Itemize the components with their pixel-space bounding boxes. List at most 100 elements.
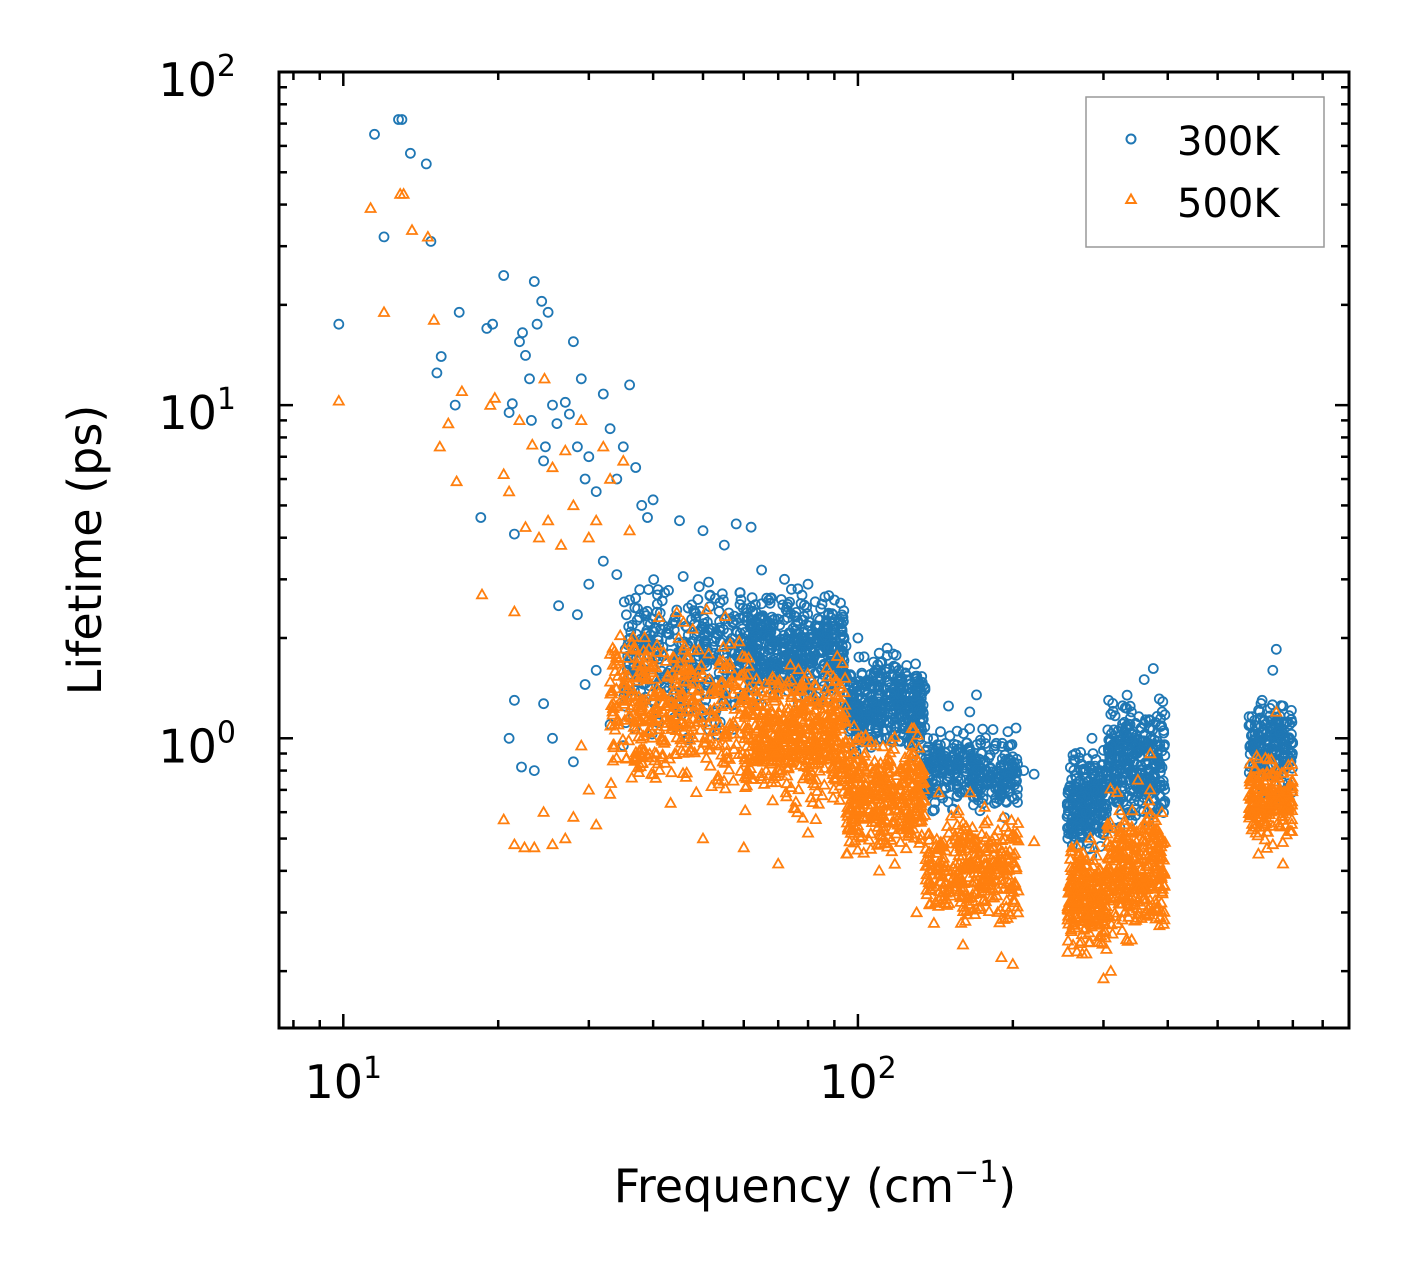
data-point-300k <box>663 585 674 596</box>
data-point-300k <box>993 785 1004 796</box>
data-point-500k <box>1243 771 1257 784</box>
data-point-500k <box>488 391 502 403</box>
data-point-500k <box>855 787 869 800</box>
data-point-300k <box>971 782 982 794</box>
data-point-500k <box>781 675 795 687</box>
data-point-500k <box>808 703 822 715</box>
data-point-300k <box>547 399 558 411</box>
data-point-500k <box>675 686 689 699</box>
data-point-500k <box>818 681 832 694</box>
axis-ticks <box>279 72 1351 1028</box>
data-point-500k <box>979 857 993 870</box>
data-point-500k <box>811 711 826 723</box>
data-point-500k <box>760 708 774 720</box>
data-point-500k <box>950 874 964 886</box>
data-point-500k <box>696 667 710 679</box>
data-point-500k <box>893 792 907 804</box>
data-point-500k <box>781 748 795 760</box>
data-point-500k <box>650 645 664 657</box>
data-point-500k <box>1001 905 1015 917</box>
data-point-300k <box>915 708 926 719</box>
data-point-500k <box>603 674 617 687</box>
data-point-500k <box>783 708 797 721</box>
data-point-500k <box>1074 874 1089 886</box>
data-point-500k <box>952 848 966 860</box>
data-point-500k <box>1275 766 1289 778</box>
data-point-500k <box>846 747 860 759</box>
data-point-500k <box>686 670 700 682</box>
data-point-300k <box>1147 663 1159 674</box>
data-point-500k <box>441 416 455 429</box>
data-point-500k <box>970 833 984 845</box>
data-point-500k <box>740 778 754 791</box>
data-point-500k <box>1278 804 1292 816</box>
data-point-300k <box>771 663 782 675</box>
data-point-300k <box>759 668 771 680</box>
data-point-500k <box>744 761 758 773</box>
data-point-300k <box>590 486 602 498</box>
data-point-300k <box>958 728 969 739</box>
data-point-300k <box>880 671 892 683</box>
data-point-500k <box>1069 901 1083 913</box>
data-point-500k <box>693 723 707 735</box>
data-point-500k <box>864 826 878 839</box>
data-point-500k <box>924 883 938 896</box>
data-point-500k <box>711 684 725 696</box>
data-point-500k <box>652 763 667 775</box>
data-point-500k <box>618 642 632 654</box>
data-point-300k <box>806 656 817 668</box>
data-point-500k <box>692 710 706 722</box>
data-point-500k <box>810 784 824 796</box>
data-point-500k <box>1061 945 1075 957</box>
data-point-500k <box>1007 893 1021 905</box>
data-point-300k <box>896 699 907 711</box>
data-point-500k <box>995 854 1009 867</box>
data-point-500k <box>735 648 749 661</box>
data-point-300k <box>1158 727 1170 739</box>
data-point-500k <box>641 724 655 737</box>
data-point-500k <box>805 747 819 759</box>
data-point-500k <box>694 658 708 670</box>
data-point-500k <box>1104 889 1118 902</box>
data-point-500k <box>805 728 819 741</box>
data-point-500k <box>791 662 805 674</box>
data-point-500k <box>1272 818 1286 831</box>
data-point-500k <box>842 784 856 797</box>
data-point-500k <box>950 866 964 878</box>
data-point-500k <box>1276 835 1290 847</box>
data-point-500k <box>652 610 666 622</box>
data-point-500k <box>963 827 977 840</box>
data-point-500k <box>869 738 883 751</box>
data-point-500k <box>812 797 826 809</box>
data-point-500k <box>819 747 833 760</box>
data-point-500k <box>1280 827 1294 840</box>
data-point-500k <box>901 829 915 841</box>
data-point-500k <box>669 709 683 721</box>
data-point-500k <box>655 734 669 746</box>
data-point-500k <box>1263 782 1277 795</box>
data-point-500k <box>878 757 892 769</box>
data-point-500k <box>682 663 697 675</box>
data-point-500k <box>1125 803 1139 816</box>
data-point-500k <box>899 841 913 854</box>
data-point-300k <box>1248 740 1260 752</box>
data-point-500k <box>862 832 876 845</box>
data-point-300k <box>734 587 746 599</box>
data-point-500k <box>645 750 659 763</box>
data-point-500k <box>950 836 964 849</box>
data-point-500k <box>1080 889 1094 902</box>
data-point-500k <box>739 767 753 780</box>
data-point-500k <box>738 650 752 662</box>
data-point-300k <box>378 231 390 243</box>
data-point-500k <box>670 730 684 743</box>
data-point-500k <box>742 659 756 671</box>
data-point-500k <box>692 681 706 694</box>
data-point-500k <box>905 786 919 798</box>
data-point-300k <box>810 620 821 631</box>
data-point-300k <box>955 774 966 785</box>
data-point-500k <box>771 687 785 699</box>
data-point-500k <box>979 871 993 884</box>
data-point-500k <box>674 735 688 748</box>
data-point-500k <box>670 605 684 617</box>
data-point-500k <box>676 766 690 778</box>
